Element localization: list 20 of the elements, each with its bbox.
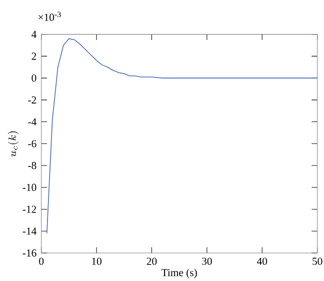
x-tick-label: 40 (257, 258, 268, 265)
y-tick-label: -16 (22, 249, 36, 257)
x-tick-label: 10 (92, 258, 102, 265)
y-tick-label: -12 (22, 206, 36, 213)
y-tick-label: -10 (22, 184, 36, 191)
y-tick-label: -4 (28, 118, 36, 126)
x-tick-label: 30 (202, 258, 212, 265)
y-tick-label: -14 (22, 228, 36, 235)
y-axis-title: $u_c(k)$ (8, 131, 19, 157)
x-axis-title: Time (s) (161, 268, 197, 278)
x-tick-label: 0 (39, 258, 44, 265)
y-tick-label: 0 (32, 74, 36, 82)
y-tick-label: -2 (28, 96, 36, 104)
x-tick-label: 50 (312, 258, 322, 265)
y-tick-label: -8 (28, 162, 36, 170)
text: ×10$^{-3}$ (38, 12, 61, 21)
y-tick-label: 2 (32, 52, 36, 60)
y-tick-label: -6 (28, 140, 36, 148)
x-tick-label: 20 (146, 258, 157, 265)
y-tick-label: 4 (32, 30, 36, 38)
